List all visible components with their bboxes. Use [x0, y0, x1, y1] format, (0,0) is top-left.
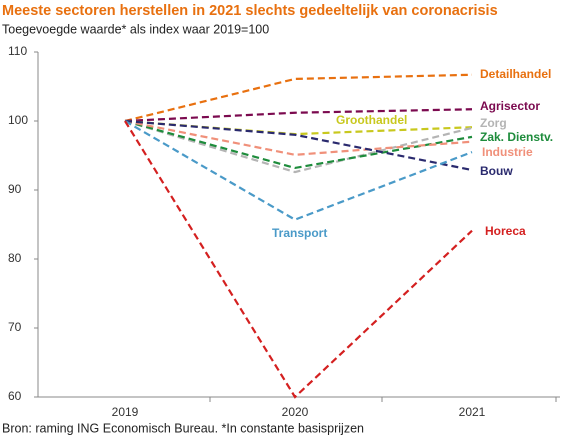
y-tick-label: 80 [8, 251, 22, 265]
source: Bron: raming ING Economisch Bureau. *In … [2, 421, 364, 435]
y-tick-label: 70 [8, 320, 22, 334]
series-label: Agrisector [480, 99, 540, 113]
x-tick-label: 2019 [112, 405, 139, 419]
series-line [124, 108, 473, 123]
series-line [124, 119, 473, 170]
y-tick-label: 100 [8, 113, 28, 127]
series-line [124, 119, 473, 156]
series-label: Detailhandel [480, 67, 551, 81]
y-tick-label: 60 [8, 389, 22, 403]
x-tick-label: 2021 [459, 405, 486, 419]
series-label: Industrie [482, 145, 533, 159]
series-line [124, 73, 473, 123]
series-label: Zorg [480, 116, 507, 130]
series-line [124, 119, 473, 174]
y-tick-label: 90 [8, 182, 22, 196]
chart-title: Meeste sectoren herstellen in 2021 slech… [2, 3, 498, 19]
x-tick-label: 2020 [282, 405, 309, 419]
series-line [124, 120, 473, 221]
series-line [124, 119, 473, 172]
y-tick-label: 110 [8, 44, 27, 58]
chart-subtitle: Toegevoegde waarde* als index waar 2019=… [2, 22, 269, 36]
series-label: Groothandel [336, 113, 407, 127]
series-label: Bouw [480, 164, 513, 178]
series-line [124, 119, 473, 136]
series-label: Zak. Dienstv. [480, 130, 553, 144]
series-label: Horeca [485, 224, 526, 238]
series-line [124, 120, 473, 399]
series-label: Transport [272, 226, 327, 240]
